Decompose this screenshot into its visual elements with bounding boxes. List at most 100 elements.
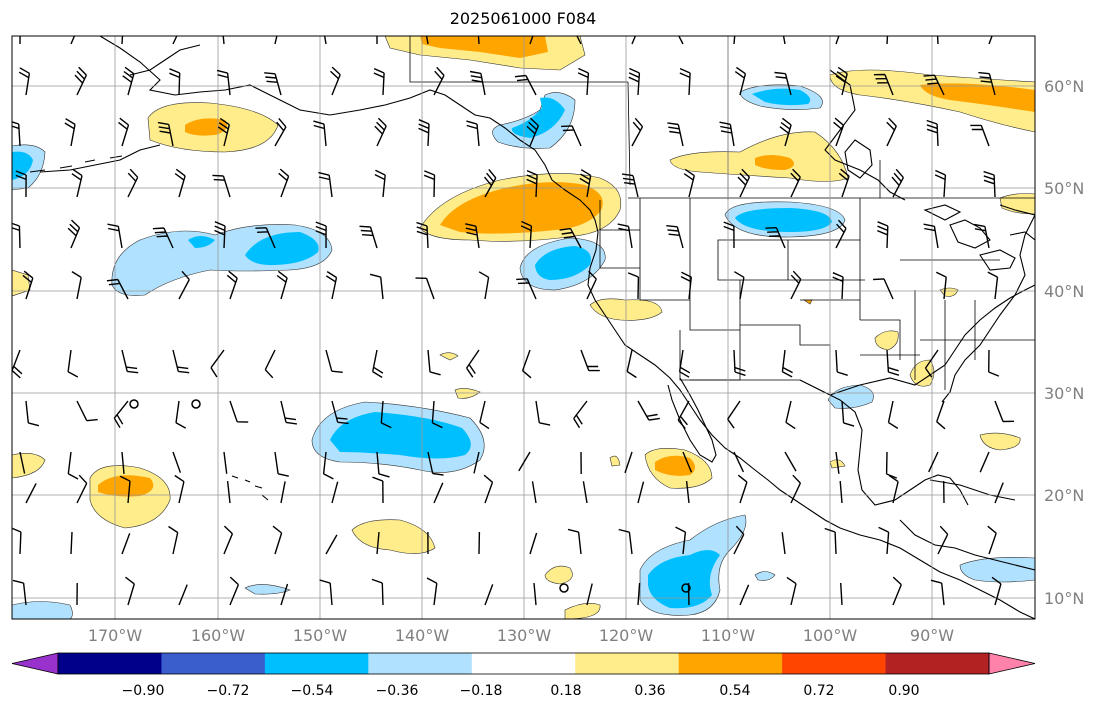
wind-barb xyxy=(526,117,540,147)
wind-barb xyxy=(790,168,801,198)
wind-barb xyxy=(280,400,297,425)
wind-barb xyxy=(994,400,1015,423)
lon-label: 90°W xyxy=(909,626,955,645)
wind-barb xyxy=(318,171,333,198)
wind-barb xyxy=(483,474,494,504)
wind-barb xyxy=(841,400,855,427)
wind-barb xyxy=(214,221,226,249)
wind-barb xyxy=(222,36,225,45)
wind-barb xyxy=(733,525,745,555)
wind-barb xyxy=(936,400,946,430)
lon-label: 150°W xyxy=(292,626,348,645)
colorbar-label: −0.18 xyxy=(459,683,503,699)
wind-barb xyxy=(121,451,125,474)
wind-barb xyxy=(67,349,79,378)
wind-barb xyxy=(374,117,387,147)
wind-barb xyxy=(628,67,641,96)
wind-barb xyxy=(157,121,174,147)
wind-barb xyxy=(122,66,135,96)
wind-barb xyxy=(276,270,288,300)
wind-barb xyxy=(624,451,633,474)
wind-barb xyxy=(25,400,40,427)
wind-barb xyxy=(330,66,341,96)
wind-barb xyxy=(217,117,230,147)
wind-barb xyxy=(733,349,746,377)
wind-barb xyxy=(838,168,850,198)
wind-barb xyxy=(484,584,494,606)
wind-barb xyxy=(174,474,185,504)
colorbar-swatch xyxy=(471,653,576,674)
wind-barb xyxy=(107,223,123,249)
wind-barb xyxy=(734,66,747,96)
lat-label: 60°N xyxy=(1044,77,1085,96)
wind-barb xyxy=(372,476,384,504)
wind-barb xyxy=(416,221,429,249)
wind-barb xyxy=(774,71,792,96)
lon-label: 160°W xyxy=(190,626,246,645)
wind-barb xyxy=(178,584,188,606)
wind-barb xyxy=(637,400,660,421)
wind-barb xyxy=(423,170,436,198)
wind-barb xyxy=(514,74,537,96)
wind-barb xyxy=(622,173,639,198)
wind-barb xyxy=(779,117,792,147)
wind-barb xyxy=(174,168,186,198)
wind-barb xyxy=(479,400,490,430)
wind-barb xyxy=(319,579,333,606)
wind-barb xyxy=(991,576,1002,606)
wind-barb xyxy=(782,36,786,45)
wind-barb xyxy=(15,170,27,198)
wind-barb xyxy=(255,227,276,249)
wind-barb xyxy=(373,67,385,96)
wind-barb xyxy=(887,400,899,429)
wind-barb xyxy=(325,534,338,555)
wind-barb xyxy=(666,225,684,249)
wind-barb xyxy=(739,584,750,606)
wind-barb xyxy=(216,69,231,96)
wind-barb xyxy=(325,271,338,300)
map-title: 2025061000 F084 xyxy=(449,9,597,28)
wind-barb xyxy=(987,525,997,555)
wind-barb xyxy=(873,278,894,300)
wind-barb xyxy=(118,117,130,147)
colorbar xyxy=(11,652,1036,675)
lon-label: 120°W xyxy=(598,626,654,645)
wind-barb xyxy=(840,582,843,606)
colorbar-label: 0.18 xyxy=(550,683,582,699)
map-plot-area xyxy=(12,36,1035,619)
wind-barb xyxy=(359,225,378,249)
colorbar-swatch xyxy=(885,653,990,674)
wind-barb xyxy=(280,583,289,606)
wind-barb xyxy=(168,525,179,555)
wind-barb xyxy=(374,169,386,198)
wind-barb xyxy=(637,481,645,504)
wind-barb xyxy=(934,169,947,198)
wind-barb xyxy=(369,273,384,300)
lon-label: 140°W xyxy=(394,626,450,645)
wind-barb xyxy=(785,400,796,430)
lon-label: 100°W xyxy=(802,626,858,645)
wind-barb xyxy=(790,270,802,300)
wind-barb xyxy=(76,474,88,504)
wind-barb xyxy=(469,70,486,96)
lon-label: 130°W xyxy=(496,626,552,645)
wind-barb xyxy=(121,349,139,374)
colorbar-label: −0.36 xyxy=(375,683,419,699)
colorbar-swatch xyxy=(678,653,783,674)
wind-barb xyxy=(229,400,249,423)
lat-label: 50°N xyxy=(1044,179,1085,198)
wind-barb xyxy=(223,451,228,474)
wind-barb xyxy=(264,349,276,379)
wind-barb xyxy=(313,120,327,147)
wind-barb xyxy=(678,349,691,378)
colorbar-swatch xyxy=(782,653,887,674)
wind-barb xyxy=(121,533,131,555)
wind-barb xyxy=(113,400,129,429)
wind-barb xyxy=(936,36,939,45)
wind-barb xyxy=(577,67,590,96)
plot-frame xyxy=(11,35,1036,620)
wind-barb xyxy=(928,451,939,473)
wind-barb xyxy=(930,579,945,606)
wind-barb xyxy=(76,400,98,422)
